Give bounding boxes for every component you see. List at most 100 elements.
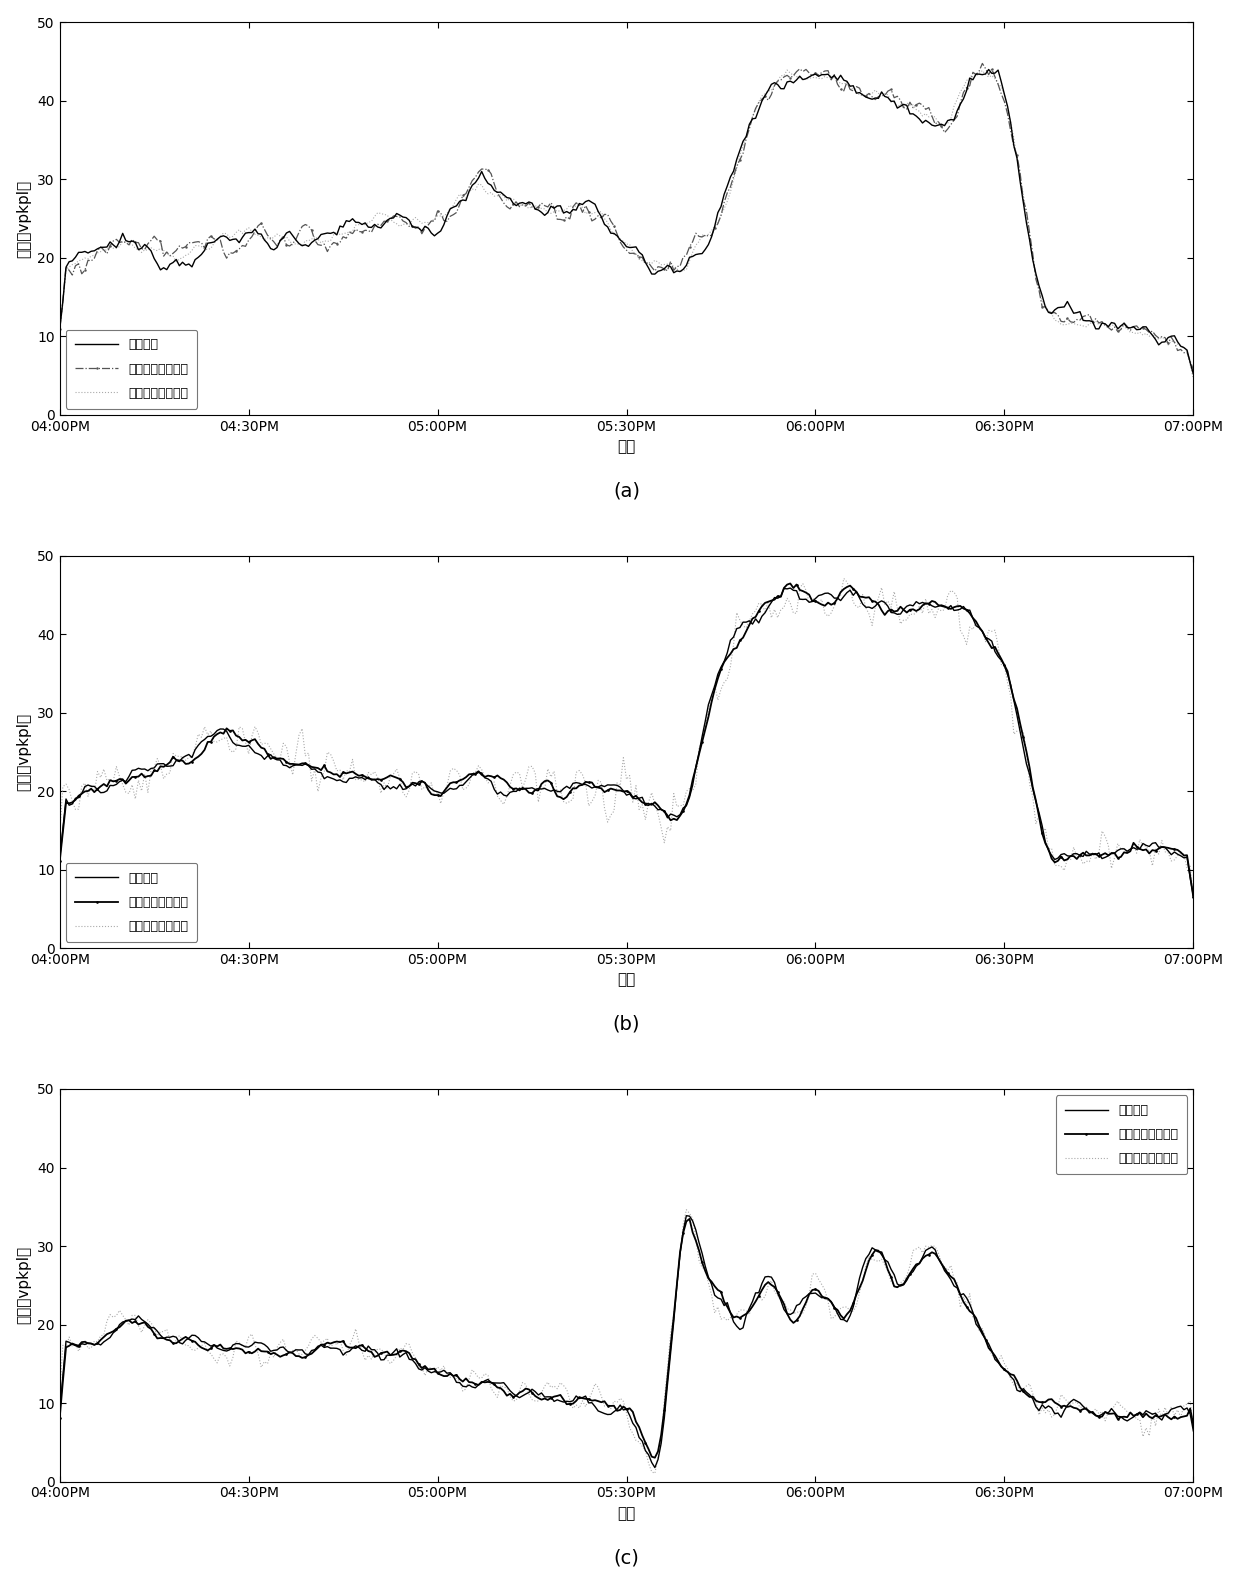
在线标定填补数据 xyxy=(263,750,278,768)
在线标定填补数据 xyxy=(682,1209,697,1228)
原始数据 xyxy=(735,612,750,631)
在线标定填补数据 xyxy=(975,54,990,73)
原始数据 xyxy=(647,1458,662,1477)
在线标定填补数据 xyxy=(1050,852,1065,871)
在线标定填补数据 xyxy=(1054,1397,1069,1415)
在线标定填补数据 xyxy=(52,1408,67,1427)
原始数据 xyxy=(768,1273,782,1292)
离线标定填补数据 xyxy=(780,60,795,79)
离线标定填补数据 xyxy=(768,1281,782,1300)
离线标定填补数据 xyxy=(735,617,750,636)
离线标定填补数据 xyxy=(704,1284,719,1303)
离线标定填补数据 xyxy=(263,1344,278,1363)
Line: 原始数据: 原始数据 xyxy=(60,589,1193,896)
原始数据 xyxy=(761,80,776,99)
Line: 原始数据: 原始数据 xyxy=(60,69,1193,374)
原始数据 xyxy=(680,1206,694,1225)
Legend: 原始数据, 在线标定填补数据, 离线标定填补数据: 原始数据, 在线标定填补数据, 离线标定填补数据 xyxy=(66,330,197,409)
原始数据 xyxy=(704,1275,719,1294)
Y-axis label: 密度（vpkpl）: 密度（vpkpl） xyxy=(16,180,32,257)
Text: (a): (a) xyxy=(613,481,640,500)
Line: 原始数据: 原始数据 xyxy=(60,1215,1193,1468)
Line: 在线标定填补数据: 在线标定填补数据 xyxy=(58,63,1194,371)
在线标定填补数据 xyxy=(761,92,776,110)
原始数据 xyxy=(52,320,67,339)
原始数据 xyxy=(742,1299,756,1318)
离线标定填补数据 xyxy=(1185,888,1200,907)
Y-axis label: 密度（vpkpl）: 密度（vpkpl） xyxy=(16,713,32,791)
在线标定填补数据 xyxy=(84,251,99,270)
在线标定填补数据 xyxy=(647,1449,662,1468)
离线标定填补数据 xyxy=(263,230,278,249)
Line: 在线标定填补数据: 在线标定填补数据 xyxy=(58,582,1194,898)
在线标定填补数据 xyxy=(735,144,750,163)
离线标定填补数据 xyxy=(84,246,99,265)
原始数据 xyxy=(52,1403,67,1422)
在线标定填补数据 xyxy=(84,1333,99,1352)
离线标定填补数据 xyxy=(698,718,713,737)
Y-axis label: 密度（vpkpl）: 密度（vpkpl） xyxy=(16,1247,32,1324)
离线标定填补数据 xyxy=(263,739,278,757)
离线标定填补数据 xyxy=(1054,1385,1069,1404)
原始数据 xyxy=(735,133,750,151)
离线标定填补数据 xyxy=(735,136,750,155)
离线标定填补数据 xyxy=(647,1464,662,1483)
离线标定填补数据 xyxy=(84,1338,99,1357)
在线标定填补数据 xyxy=(1185,887,1200,906)
X-axis label: 时间: 时间 xyxy=(618,439,636,454)
原始数据 xyxy=(782,579,797,598)
离线标定填补数据 xyxy=(1050,312,1065,331)
离线标定填补数据 xyxy=(1050,855,1065,874)
原始数据 xyxy=(761,598,776,617)
原始数据 xyxy=(1054,1408,1069,1427)
离线标定填补数据 xyxy=(52,1384,67,1403)
离线标定填补数据 xyxy=(1185,1420,1200,1439)
Line: 在线标定填补数据: 在线标定填补数据 xyxy=(58,1218,1194,1460)
在线标定填补数据 xyxy=(263,1344,278,1363)
X-axis label: 时间: 时间 xyxy=(618,972,636,988)
原始数据 xyxy=(981,60,996,79)
离线标定填补数据 xyxy=(1185,369,1200,388)
X-axis label: 时间: 时间 xyxy=(618,1505,636,1521)
原始数据 xyxy=(1185,365,1200,383)
离线标定填补数据 xyxy=(761,592,776,611)
原始数据 xyxy=(84,776,99,795)
在线标定填补数据 xyxy=(698,226,713,245)
在线标定填补数据 xyxy=(84,780,99,798)
在线标定填补数据 xyxy=(1185,360,1200,379)
原始数据 xyxy=(698,240,713,259)
原始数据 xyxy=(1185,1422,1200,1441)
在线标定填补数据 xyxy=(782,574,797,593)
原始数据 xyxy=(52,849,67,868)
在线标定填补数据 xyxy=(52,852,67,871)
Line: 离线标定填补数据: 离线标定填补数据 xyxy=(60,1210,1193,1474)
原始数据 xyxy=(84,1333,99,1352)
在线标定填补数据 xyxy=(698,720,713,739)
在线标定填补数据 xyxy=(52,319,67,338)
在线标定填补数据 xyxy=(704,1272,719,1291)
离线标定填补数据 xyxy=(680,1201,694,1220)
离线标定填补数据 xyxy=(84,775,99,794)
离线标定填补数据 xyxy=(52,320,67,339)
在线标定填补数据 xyxy=(263,229,278,248)
离线标定填补数据 xyxy=(836,570,851,589)
原始数据 xyxy=(1185,887,1200,906)
在线标定填补数据 xyxy=(1185,1415,1200,1434)
在线标定填补数据 xyxy=(768,1278,782,1297)
在线标定填补数据 xyxy=(735,628,750,647)
原始数据 xyxy=(84,241,99,260)
Line: 离线标定填补数据: 离线标定填补数据 xyxy=(60,69,1193,379)
离线标定填补数据 xyxy=(761,82,776,101)
离线标定填补数据 xyxy=(742,1305,756,1324)
原始数据 xyxy=(1050,849,1065,868)
原始数据 xyxy=(263,745,278,764)
Line: 离线标定填补数据: 离线标定填补数据 xyxy=(60,579,1193,898)
原始数据 xyxy=(263,240,278,259)
在线标定填补数据 xyxy=(742,1302,756,1321)
Text: (c): (c) xyxy=(614,1548,640,1567)
在线标定填补数据 xyxy=(761,592,776,611)
原始数据 xyxy=(698,712,713,731)
在线标定填补数据 xyxy=(1050,306,1065,325)
离线标定填补数据 xyxy=(698,226,713,245)
离线标定填补数据 xyxy=(52,824,67,843)
